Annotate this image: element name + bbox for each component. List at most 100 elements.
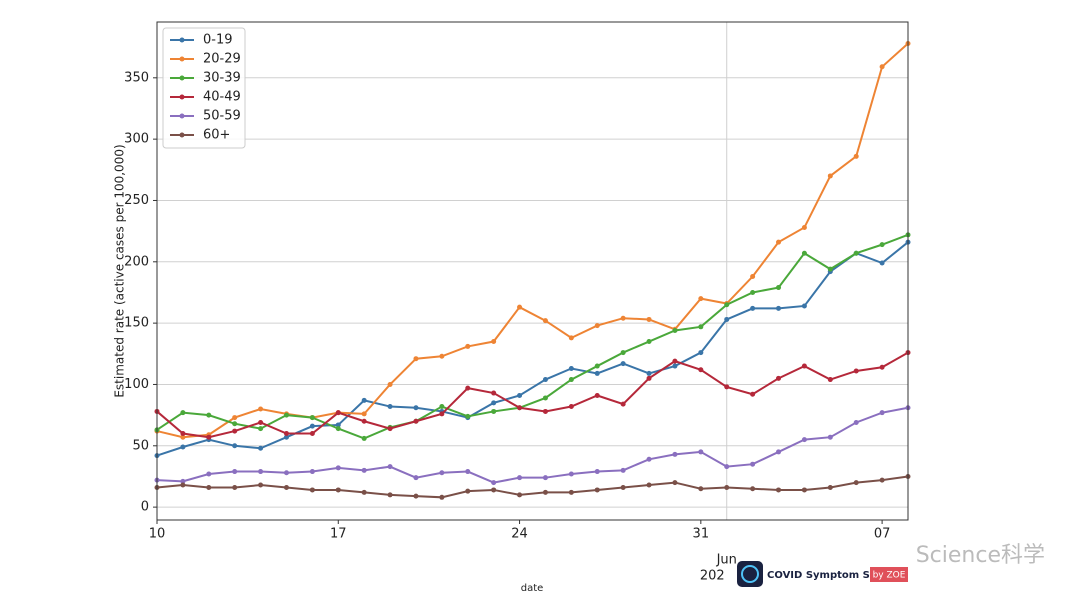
point xyxy=(646,316,652,322)
point xyxy=(517,393,523,398)
point xyxy=(698,449,704,455)
point xyxy=(283,412,289,418)
legend-label: 30-39 xyxy=(203,71,241,86)
point xyxy=(542,408,548,414)
point xyxy=(750,274,756,280)
point xyxy=(387,492,393,498)
point xyxy=(283,470,289,476)
logo: COVID Symptom Study by ZOE xyxy=(737,561,908,587)
point xyxy=(827,484,833,490)
month-label: Jun xyxy=(716,553,737,568)
watermark: Science科学 xyxy=(916,543,1045,568)
point xyxy=(698,350,704,356)
point xyxy=(542,395,548,401)
y-tick-label: 300 xyxy=(124,132,149,147)
series-line xyxy=(156,475,909,499)
y-axis-label: Estimated rate (active cases per 100,000… xyxy=(113,144,127,397)
y-tick-label: 350 xyxy=(124,70,149,85)
point xyxy=(646,339,652,345)
point xyxy=(724,316,730,322)
point xyxy=(491,400,497,406)
point xyxy=(827,434,833,440)
series-line xyxy=(156,42,909,439)
point xyxy=(232,443,238,449)
point xyxy=(672,327,678,333)
y-tick-label: 50 xyxy=(132,438,149,453)
point xyxy=(413,405,419,411)
point xyxy=(594,363,600,369)
point xyxy=(517,304,523,310)
point xyxy=(258,482,264,488)
point xyxy=(542,318,548,324)
point xyxy=(361,397,367,403)
logo-icon xyxy=(737,561,763,587)
point xyxy=(439,353,445,359)
point xyxy=(206,412,212,418)
point xyxy=(879,64,885,70)
point xyxy=(542,475,548,481)
point xyxy=(309,487,315,493)
point xyxy=(853,480,859,486)
x-tick-label: 07 xyxy=(874,527,891,542)
point xyxy=(491,408,497,414)
series-line xyxy=(156,406,909,484)
point xyxy=(542,377,548,383)
point xyxy=(206,434,212,440)
point xyxy=(646,456,652,462)
legend-marker xyxy=(179,75,185,81)
x-tick-label: 24 xyxy=(511,527,528,542)
point xyxy=(232,421,238,427)
point xyxy=(594,469,600,475)
legend-label: 0-19 xyxy=(203,33,233,48)
point xyxy=(879,477,885,483)
point xyxy=(879,260,885,266)
x-tick-label: 31 xyxy=(693,527,710,542)
x-axis-label: date xyxy=(521,583,544,594)
point xyxy=(387,464,393,470)
point xyxy=(879,410,885,416)
point xyxy=(309,415,315,421)
point xyxy=(232,469,238,475)
point xyxy=(776,285,782,291)
point xyxy=(853,368,859,374)
point xyxy=(568,377,574,383)
point xyxy=(646,370,652,376)
point xyxy=(258,419,264,425)
point xyxy=(335,422,341,428)
point xyxy=(309,469,315,475)
point xyxy=(206,484,212,490)
y-tick-label: 200 xyxy=(124,254,149,269)
point xyxy=(258,469,264,475)
point xyxy=(672,363,678,369)
point xyxy=(724,464,730,470)
point xyxy=(335,410,341,416)
point xyxy=(568,489,574,495)
legend-label: 50-59 xyxy=(203,109,241,124)
point xyxy=(413,493,419,499)
point xyxy=(387,381,393,387)
point xyxy=(776,375,782,381)
point xyxy=(698,324,704,330)
point xyxy=(465,469,471,475)
point xyxy=(724,302,730,308)
point xyxy=(517,475,523,481)
logo-title: COVID Symptom Study xyxy=(767,570,896,581)
point xyxy=(413,475,419,481)
point xyxy=(413,356,419,362)
logo-ring xyxy=(741,565,759,583)
point xyxy=(620,361,626,367)
point xyxy=(335,487,341,493)
point xyxy=(439,404,445,410)
point xyxy=(232,484,238,490)
point xyxy=(361,418,367,424)
point xyxy=(491,487,497,493)
legend-label: 60+ xyxy=(203,128,230,143)
point xyxy=(853,250,859,256)
point xyxy=(361,411,367,417)
legend-marker xyxy=(179,132,185,138)
point xyxy=(361,435,367,441)
point xyxy=(724,484,730,490)
point xyxy=(335,465,341,471)
point xyxy=(283,484,289,490)
point xyxy=(801,250,807,256)
